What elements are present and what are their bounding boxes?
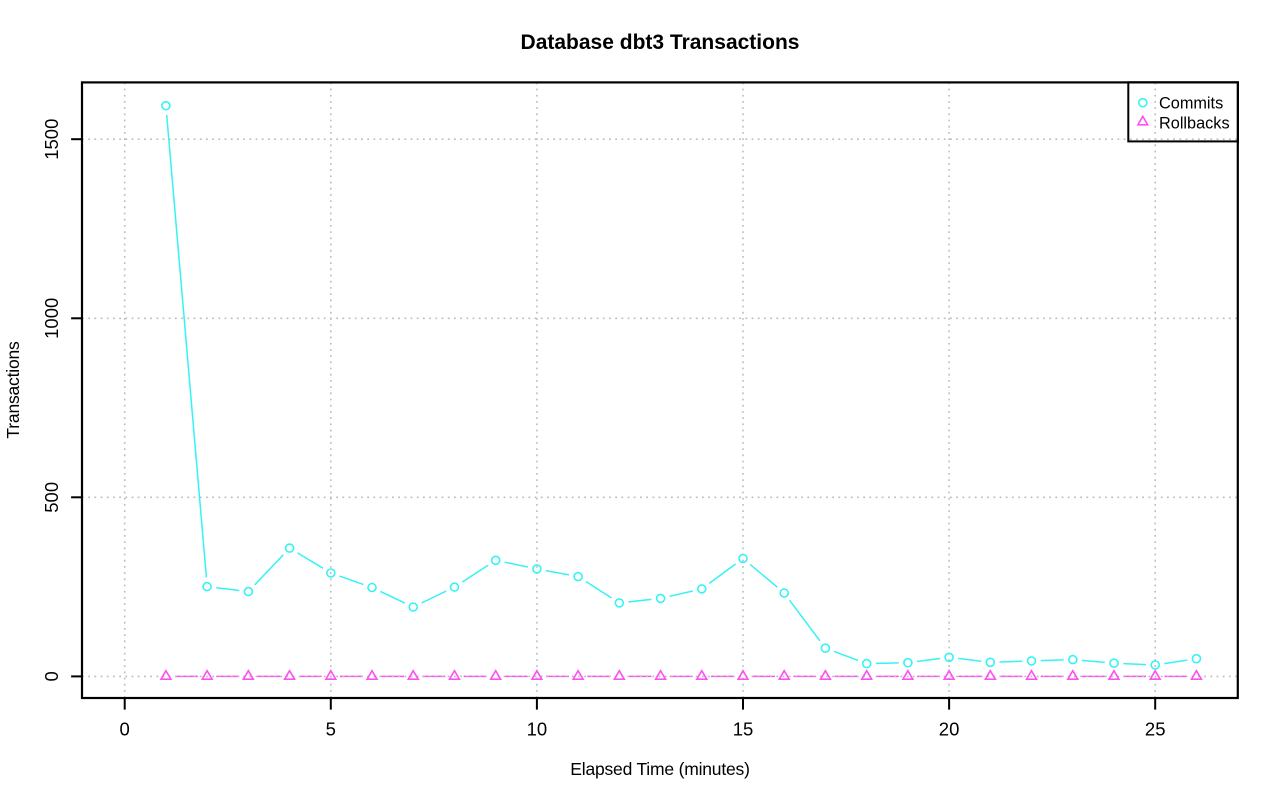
svg-text:5: 5 [326,719,336,740]
svg-text:Database dbt3 Transactions: Database dbt3 Transactions [521,31,800,54]
svg-text:0: 0 [120,719,130,740]
svg-text:25: 25 [1145,719,1166,740]
svg-text:1500: 1500 [41,119,62,160]
svg-text:10: 10 [527,719,548,740]
svg-text:Transactions: Transactions [3,341,23,439]
svg-text:0: 0 [41,671,62,681]
svg-text:Commits: Commits [1159,95,1223,113]
svg-text:1000: 1000 [41,298,62,339]
svg-text:500: 500 [41,482,62,513]
svg-text:Elapsed Time (minutes): Elapsed Time (minutes) [570,759,749,779]
svg-text:20: 20 [939,719,960,740]
svg-text:15: 15 [733,719,754,740]
svg-text:Rollbacks: Rollbacks [1159,115,1230,133]
